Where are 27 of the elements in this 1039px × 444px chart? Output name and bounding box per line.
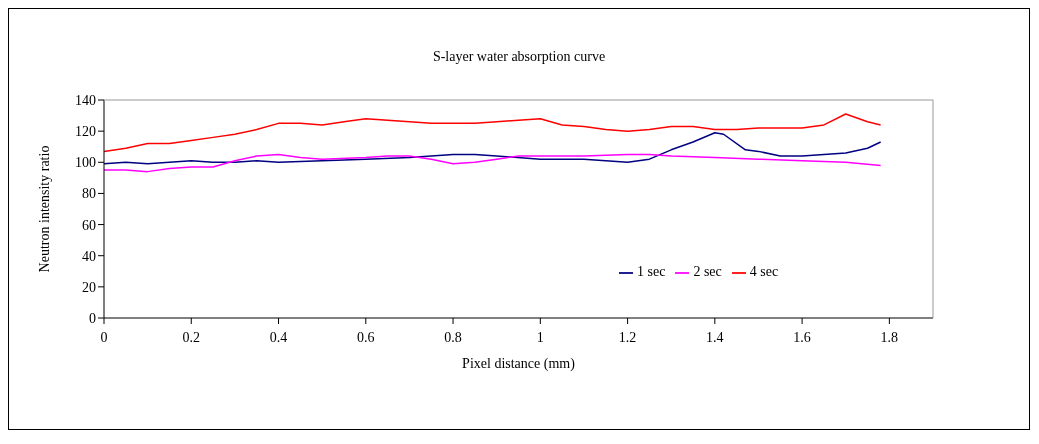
- x-axis-title: Pixel distance (mm): [462, 356, 576, 372]
- x-tick-label: 0.4: [269, 329, 288, 345]
- legend-label: 4 sec: [749, 264, 779, 279]
- legend-label: 1 sec: [637, 264, 666, 279]
- x-tick-label: 0.6: [357, 329, 375, 345]
- line-series: [104, 113, 882, 153]
- x-tick-label: 1: [536, 329, 544, 345]
- y-tick-label: 60: [82, 217, 96, 233]
- chart-title: S-layer water absorption curve: [431, 49, 607, 65]
- y-tick-label: 0: [89, 310, 96, 326]
- legend-label: 2 sec: [693, 264, 722, 279]
- x-tick-label: 0: [100, 329, 108, 345]
- y-tick-label: 120: [75, 124, 96, 140]
- y-tick-label: 100: [75, 155, 96, 171]
- x-tick-label: 0.2: [182, 329, 201, 345]
- x-tick-label: 1.6: [793, 329, 811, 345]
- y-tick-label: 140: [75, 92, 96, 108]
- x-tick-label: 1.8: [880, 329, 899, 345]
- y-tick-label: 20: [82, 279, 96, 295]
- line-series: [104, 153, 882, 173]
- x-tick-label: 1.4: [706, 329, 724, 345]
- x-tick-label: 0.8: [444, 329, 462, 345]
- y-tick-label: 80: [82, 186, 96, 202]
- line-series: [104, 131, 882, 165]
- y-tick-label: 40: [82, 248, 96, 264]
- x-tick-label: 1.2: [618, 329, 637, 345]
- y-axis-title: Neutron intensity ratio: [36, 145, 52, 273]
